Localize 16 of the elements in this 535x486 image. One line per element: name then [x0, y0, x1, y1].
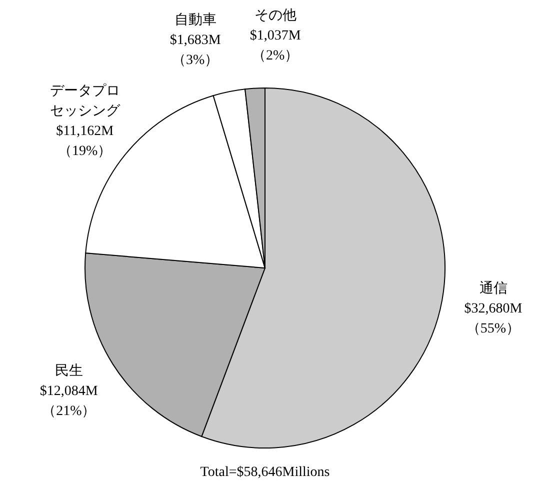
data-label: $32,680M	[464, 302, 523, 317]
text: （2%）	[252, 48, 299, 64]
data-label: $11,162M	[56, 124, 114, 140]
slice-label: 通信	[479, 280, 508, 297]
text: Total=$58,646Millions	[200, 465, 330, 480]
text: （55%）	[466, 322, 520, 337]
slice-label: その他	[254, 8, 296, 24]
slice-label: データプロセッシング	[50, 83, 121, 120]
text: （19%）	[58, 144, 112, 160]
data-label: $12,084M	[40, 384, 98, 400]
text: （3%）	[172, 52, 219, 68]
text: （21%）	[42, 404, 96, 420]
data-label: $1,683M	[170, 32, 222, 48]
slice-label: 民生	[54, 363, 83, 380]
slice-label: 自動車	[174, 12, 216, 28]
data-label: $1,037M	[250, 28, 302, 44]
